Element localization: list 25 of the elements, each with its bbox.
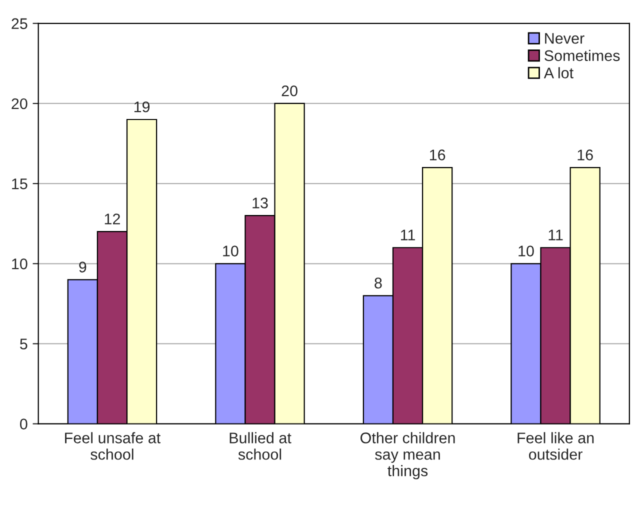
x-tick-label: Feel unsafe at school: [65, 432, 161, 460]
data-label: 11: [548, 230, 563, 240]
y-tick-label: 10: [12, 258, 28, 270]
y-tick-label: 0: [20, 418, 28, 430]
x-tick-label: Other children say mean things: [360, 432, 455, 480]
data-label: 16: [430, 150, 446, 160]
y-tick-label: 25: [12, 18, 28, 30]
data-label: 10: [223, 246, 238, 256]
y-tick-label: 20: [12, 98, 28, 110]
legend-label: Sometimes: [544, 50, 620, 62]
data-label: 16: [578, 150, 593, 160]
data-label: 11: [400, 230, 415, 240]
data-label: 8: [374, 278, 382, 288]
legend-label: Never: [545, 33, 584, 44]
data-label: 19: [134, 101, 150, 112]
data-label: 20: [282, 85, 298, 96]
x-tick-label: Feel like an outsider: [518, 432, 594, 460]
data-label: 12: [104, 214, 120, 224]
x-tick-label: Bullied at school: [230, 432, 292, 460]
data-label: 9: [79, 262, 86, 272]
legend-label: A lot: [544, 67, 574, 78]
y-tick-label: 5: [20, 338, 28, 350]
data-label: 10: [518, 246, 534, 256]
y-tick-label: 15: [12, 178, 28, 190]
data-label: 13: [252, 198, 268, 208]
